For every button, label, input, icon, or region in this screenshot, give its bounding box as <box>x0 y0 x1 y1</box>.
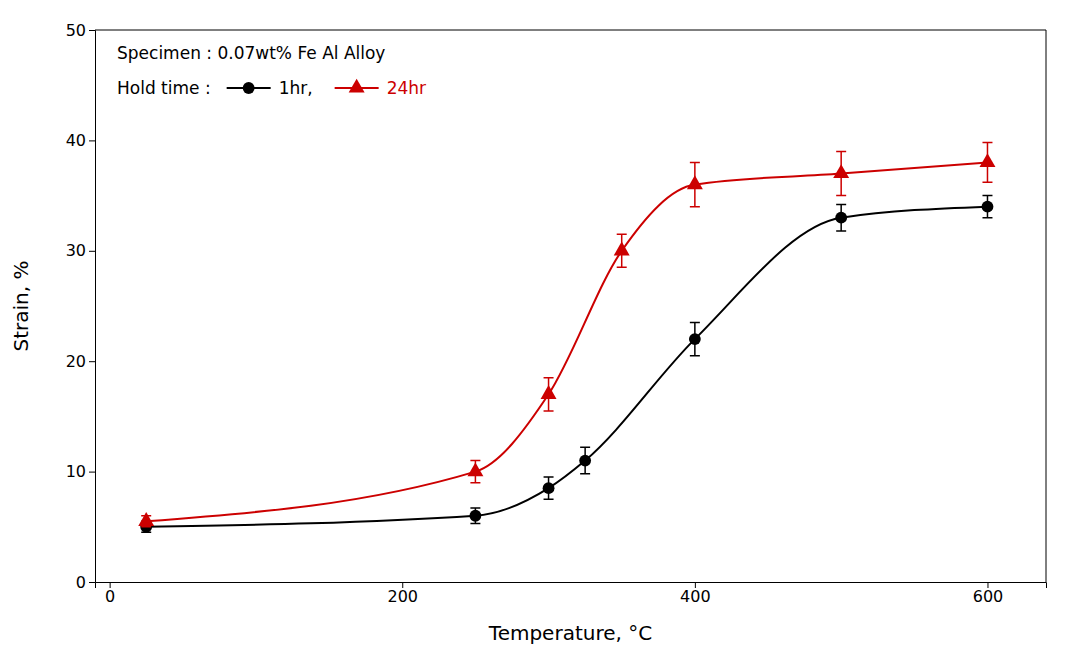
point <box>579 455 591 467</box>
tick-mark <box>89 30 95 31</box>
error-bar <box>836 204 846 230</box>
tick-mark <box>89 361 95 362</box>
chart: 0 200 400 600 0 10 20 30 40 50 Specimen : 0.07wt% … <box>0 0 1081 662</box>
error-bar <box>982 196 992 218</box>
axis-line <box>89 31 96 583</box>
frame <box>95 30 1046 31</box>
point <box>138 512 154 526</box>
legend-title: Hold time : <box>117 78 211 98</box>
tick: 200 <box>387 582 418 606</box>
annotation: Specimen : 0.07wt% Fe Al Alloy <box>117 43 385 63</box>
point <box>980 153 996 167</box>
tick: 0 <box>76 573 95 592</box>
tick: 40 <box>66 131 95 150</box>
tick-label: 600 <box>973 587 1004 606</box>
point <box>835 212 847 224</box>
line <box>146 207 987 527</box>
point <box>982 201 994 213</box>
marks <box>138 143 995 533</box>
tick-mark <box>89 251 95 252</box>
frame <box>1046 30 1047 582</box>
tick-label: 50 <box>66 21 86 40</box>
error-bar <box>544 477 554 499</box>
point <box>469 510 481 522</box>
legend-label: 24hr <box>387 78 426 98</box>
tick-label: 0 <box>105 587 115 606</box>
point <box>687 175 703 189</box>
error-bar <box>690 323 700 356</box>
series <box>140 196 993 533</box>
series <box>138 143 995 527</box>
y-axis: 0 10 20 30 40 50 <box>66 21 96 592</box>
annotation-block: Specimen : 0.07wt% Fe Al Alloy Hold time … <box>117 43 426 98</box>
point <box>689 333 701 345</box>
error-bar <box>580 447 590 473</box>
tick: 400 <box>680 582 711 606</box>
tick-mark <box>89 582 95 583</box>
point <box>833 164 849 178</box>
axis-line <box>96 583 1047 589</box>
tick: 600 <box>973 582 1004 606</box>
legend-item: 1hr, <box>227 78 313 98</box>
tick-label: 200 <box>387 587 418 606</box>
y-axis-title: Strain, % <box>9 261 33 352</box>
legend-symbol <box>243 82 255 94</box>
point <box>543 482 555 494</box>
legend: Hold time : 1hr, 24hr <box>117 78 426 98</box>
tick: 10 <box>66 462 95 481</box>
tick-label: 40 <box>66 131 86 150</box>
error-bar <box>470 508 480 523</box>
tick: 30 <box>66 241 95 260</box>
tick-mark <box>89 472 95 473</box>
tick-label: 20 <box>66 352 86 371</box>
tick-label: 10 <box>66 462 86 481</box>
legend-symbol <box>349 79 365 93</box>
point <box>467 462 483 476</box>
tick-label: 0 <box>76 573 86 592</box>
x-axis-title: Temperature, °C <box>488 621 652 645</box>
tick-label: 400 <box>680 587 711 606</box>
plot: 0 200 400 600 0 10 20 30 40 50 Specimen : 0.07wt% … <box>66 21 1047 607</box>
tick: 0 <box>105 582 115 606</box>
legend-label: 1hr, <box>279 78 313 98</box>
point <box>614 242 630 256</box>
tick: 50 <box>66 21 95 40</box>
line <box>146 162 987 521</box>
tick: 20 <box>66 352 95 371</box>
point <box>541 385 557 399</box>
legend-item: 24hr <box>335 78 426 98</box>
x-axis: 0 200 400 600 <box>96 582 1047 606</box>
tick-label: 30 <box>66 241 86 260</box>
tick-mark <box>89 140 95 141</box>
